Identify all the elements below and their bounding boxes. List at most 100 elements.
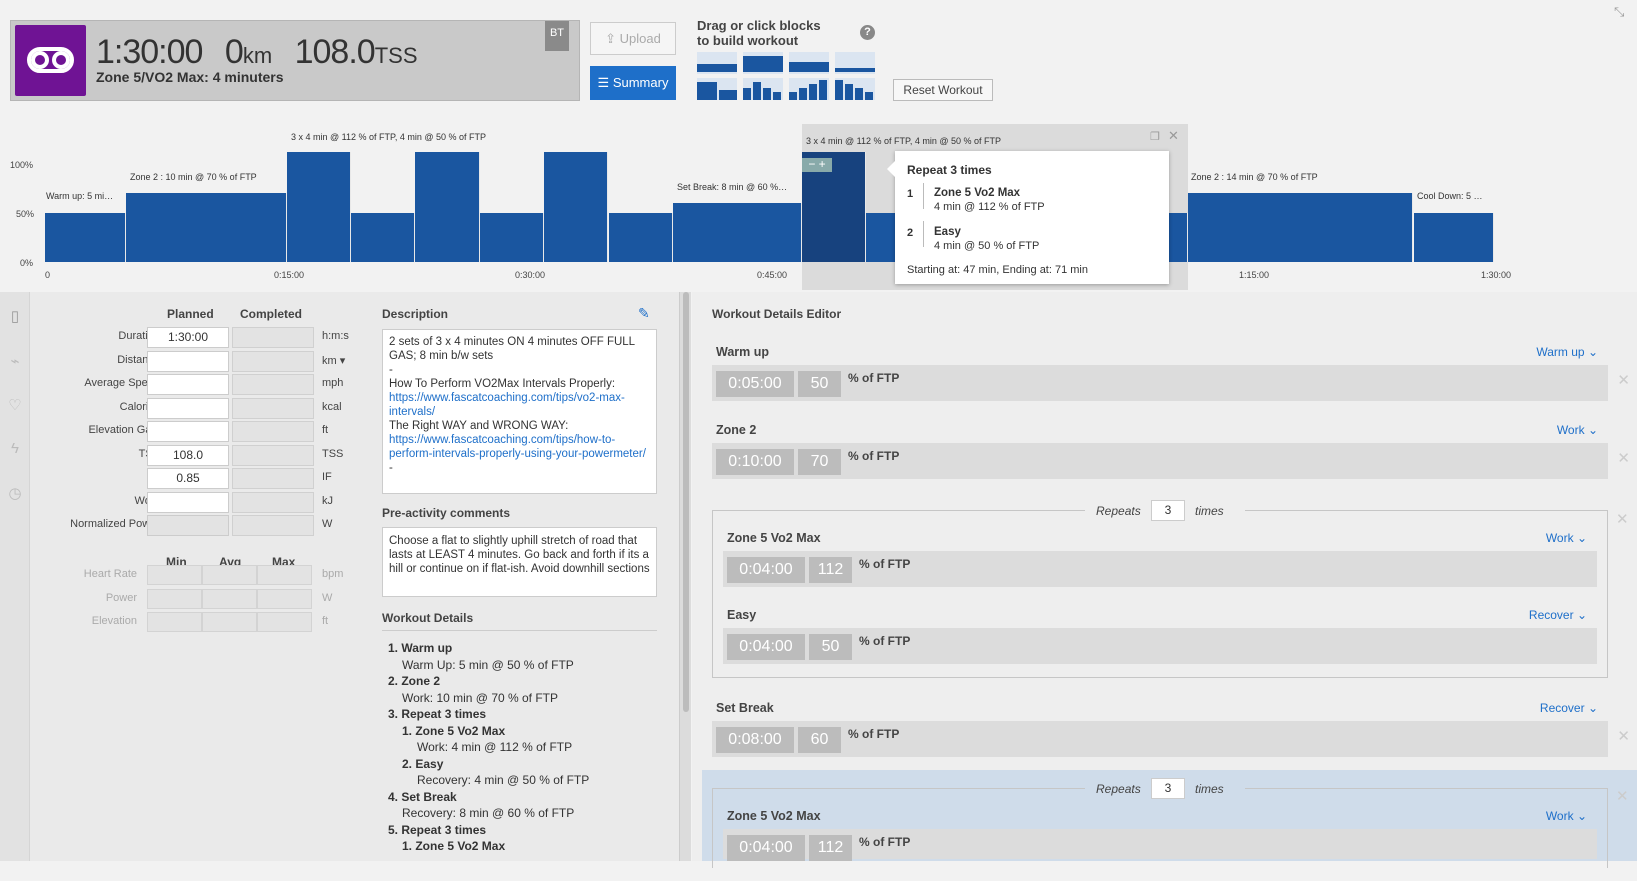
step-duration-input[interactable]: 0:10:00 [716, 449, 794, 475]
step-percent-input[interactable]: 112 [809, 835, 852, 861]
remove-step-icon[interactable]: ✕ [1616, 511, 1629, 528]
planned-input[interactable] [147, 397, 229, 419]
chart-bar[interactable] [125, 193, 287, 262]
completed-input[interactable] [232, 350, 314, 372]
summary-button[interactable]: ☰ Summary [590, 66, 676, 100]
planned-input[interactable] [147, 374, 229, 395]
step-duration-input[interactable]: 0:04:00 [727, 634, 805, 660]
chart-bar[interactable] [608, 213, 673, 262]
document-icon[interactable]: ▯ [10, 308, 20, 325]
completed-input[interactable] [232, 374, 314, 395]
chart-bar[interactable] [479, 213, 545, 262]
planned-input[interactable] [147, 350, 229, 372]
min-input[interactable] [147, 588, 202, 609]
step-percent-input[interactable]: 50 [809, 634, 852, 660]
completed-input[interactable] [232, 515, 314, 536]
step-percent-input[interactable]: 50 [798, 371, 841, 397]
step-type-dropdown[interactable]: Work ⌄ [1546, 809, 1587, 823]
repeat-group-2[interactable]: Zone 5 Vo2 Max Work ⌄ 0:04:00 112 % of F… [712, 788, 1608, 868]
completed-input[interactable] [232, 491, 314, 513]
remove-step-icon[interactable]: ✕ [1617, 728, 1630, 745]
block-steady-high[interactable] [789, 52, 829, 74]
avg-input[interactable] [202, 588, 257, 609]
chart-bar[interactable] [350, 213, 416, 262]
step-percent-input[interactable]: 112 [809, 557, 852, 583]
collapse-icon[interactable]: ⤡ [1614, 4, 1625, 19]
repeat-group-1[interactable]: Zone 5 Vo2 Max Work ⌄ 0:04:00 112 % of F… [712, 510, 1608, 678]
step-zone2[interactable]: Zone 2 Work ⌄ 0:10:00 70 % of FTP ✕ [712, 419, 1630, 495]
planned-input[interactable] [147, 515, 229, 536]
step-type-dropdown[interactable]: Work ⌄ [1557, 423, 1598, 437]
close-icon[interactable]: ✕ [1168, 128, 1179, 143]
max-input[interactable] [257, 565, 312, 585]
description-box[interactable]: 2 sets of 3 x 4 minutes ON 4 minutes OFF… [382, 329, 657, 494]
lightning-icon[interactable]: ϟ [11, 440, 19, 457]
chart-bar[interactable] [1413, 213, 1494, 262]
planned-input[interactable]: 0.85 [147, 468, 229, 489]
step-duration-input[interactable]: 0:08:00 [716, 727, 794, 753]
block-steady-top[interactable] [835, 52, 875, 74]
remove-step-icon[interactable]: ✕ [1617, 450, 1630, 467]
chart-bar[interactable] [672, 203, 802, 262]
max-input[interactable] [257, 588, 312, 609]
step-type-dropdown[interactable]: Work ⌄ [1546, 531, 1587, 545]
repeat-count-input[interactable]: 3 [1151, 500, 1185, 521]
step-duration-input[interactable]: 0:04:00 [727, 557, 805, 583]
step-duration-input[interactable]: 0:05:00 [716, 371, 794, 397]
step-zone5[interactable]: Zone 5 Vo2 Max Work ⌄ 0:04:00 112 % of F… [723, 527, 1597, 603]
step-setbreak[interactable]: Set Break Recover ⌄ 0:08:00 60 % of FTP … [712, 697, 1630, 773]
min-input[interactable] [147, 565, 202, 585]
step-type-dropdown[interactable]: Warm up ⌄ [1536, 345, 1598, 359]
reset-workout-button[interactable]: Reset Workout [893, 79, 993, 101]
scrollbar-thumb[interactable] [683, 292, 689, 712]
completed-input[interactable] [232, 421, 314, 442]
max-input[interactable] [257, 612, 312, 632]
pre-activity-box[interactable]: Choose a flat to slightly uphill stretch… [382, 527, 657, 597]
panel-scrollbar[interactable] [679, 292, 691, 861]
block-ramp-down[interactable] [835, 78, 875, 100]
remove-step-icon[interactable]: ✕ [1617, 372, 1630, 389]
step-type-dropdown[interactable]: Recover ⌄ [1529, 608, 1587, 622]
block-steady-mid[interactable] [743, 52, 783, 74]
step-warmup[interactable]: Warm up Warm up ⌄ 0:05:00 50 % of FTP ✕ [712, 341, 1630, 417]
step-type-dropdown[interactable]: Recover ⌄ [1540, 701, 1598, 715]
repeat-count-input[interactable]: 3 [1151, 778, 1185, 799]
chart-bar[interactable] [544, 152, 609, 262]
chart-bar[interactable] [1188, 193, 1414, 262]
clock-icon[interactable]: ◷ [8, 485, 22, 502]
planned-input[interactable]: 1:30:00 [147, 327, 229, 348]
completed-input[interactable] [232, 444, 314, 466]
avg-input[interactable] [202, 612, 257, 632]
step-percent-input[interactable]: 70 [798, 449, 841, 475]
completed-input[interactable] [232, 468, 314, 489]
graph-icon[interactable]: ⌁ [10, 353, 20, 370]
vo2max-link[interactable]: https://www.fascatcoaching.com/tips/vo2-… [389, 392, 625, 418]
completed-input[interactable] [232, 327, 314, 348]
intervals-link[interactable]: https://www.fascatcoaching.com/tips/how-… [389, 434, 646, 460]
step-duration-input[interactable]: 0:04:00 [727, 835, 805, 861]
heart-icon[interactable]: ♡ [8, 397, 22, 414]
planned-input[interactable]: 108.0 [147, 444, 229, 466]
help-icon[interactable]: ? [860, 25, 875, 40]
chart-bar[interactable] [45, 213, 126, 262]
block-interval-2[interactable] [697, 78, 737, 100]
chart-bar[interactable] [415, 152, 480, 262]
step-zone5[interactable]: Zone 5 Vo2 Max Work ⌄ 0:04:00 112 % of F… [723, 805, 1597, 881]
block-ramp-up[interactable] [789, 78, 829, 100]
completed-input[interactable] [232, 397, 314, 419]
block-steady-low[interactable] [697, 52, 737, 74]
expand-icon[interactable]: ❐ [1150, 131, 1160, 143]
chart-bar[interactable] [286, 152, 351, 262]
avg-input[interactable] [202, 565, 257, 585]
planned-input[interactable] [147, 421, 229, 442]
bt-badge[interactable]: BT [545, 21, 569, 51]
block-interval-3[interactable] [743, 78, 783, 100]
upload-button[interactable]: ⇪ Upload [590, 22, 676, 55]
remove-step-icon[interactable]: ✕ [1616, 788, 1629, 805]
zoom-controls[interactable]: − + [802, 158, 832, 172]
min-input[interactable] [147, 612, 202, 632]
step-easy[interactable]: Easy Recover ⌄ 0:04:00 50 % of FTP [723, 604, 1597, 680]
planned-input[interactable] [147, 491, 229, 513]
chevron-down-icon[interactable]: ▾ [339, 354, 346, 367]
step-percent-input[interactable]: 60 [798, 727, 841, 753]
